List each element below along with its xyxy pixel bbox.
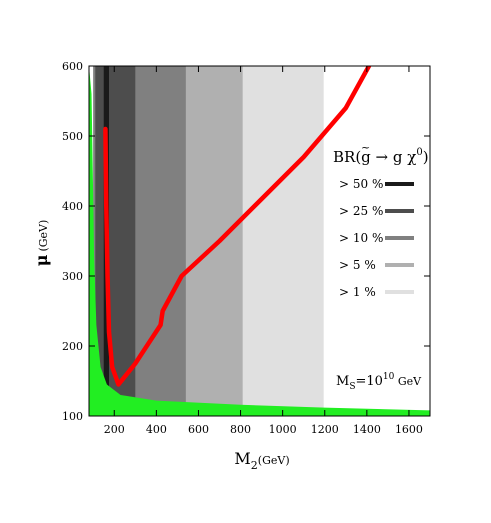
x-tick-label: 800	[230, 423, 251, 436]
y-tick-label: 400	[62, 200, 83, 213]
legend-title: BR(g → g χ0)	[333, 147, 429, 166]
br-region-3	[95, 66, 136, 416]
x-tick-label: 1000	[269, 423, 297, 436]
red-contour	[103, 66, 372, 387]
x-tick-label: 1200	[311, 423, 339, 436]
y-tick-label: 500	[62, 130, 83, 143]
br-regions	[93, 66, 324, 416]
legend-label: > 1 %	[339, 285, 376, 299]
x-tick-label: 1600	[395, 423, 423, 436]
x-tick-label: 400	[146, 423, 167, 436]
x-tick-label: 600	[188, 423, 209, 436]
plot-frame	[88, 65, 431, 417]
legend-label: > 50 %	[339, 177, 383, 191]
annotation-ms: MS=1010 GeV	[336, 372, 422, 392]
legend: BR(g → g χ0) ~ > 50 % > 25 % > 10 % > 5 % > …	[333, 141, 429, 299]
x-tick-label: 1400	[353, 423, 381, 436]
legend-label: > 10 %	[339, 231, 383, 245]
y-tick-label: 600	[62, 60, 83, 73]
red-curve	[103, 66, 372, 387]
y-tick-label: 100	[62, 410, 83, 423]
x-axis-label: M2(GeV)	[234, 449, 289, 472]
y-tick-label: 300	[62, 270, 83, 283]
axis-ticks: 200 400 600 800 1000 1200 1400 1600 100 200 300 400…	[62, 60, 430, 436]
legend-label: > 25 %	[339, 204, 383, 218]
gluino-tilde: ~	[361, 141, 370, 154]
y-tick-label: 200	[62, 340, 83, 353]
x-tick-label: 200	[104, 423, 125, 436]
legend-label: > 5 %	[339, 258, 376, 272]
y-axis-label: μ(GeV)	[32, 220, 51, 267]
